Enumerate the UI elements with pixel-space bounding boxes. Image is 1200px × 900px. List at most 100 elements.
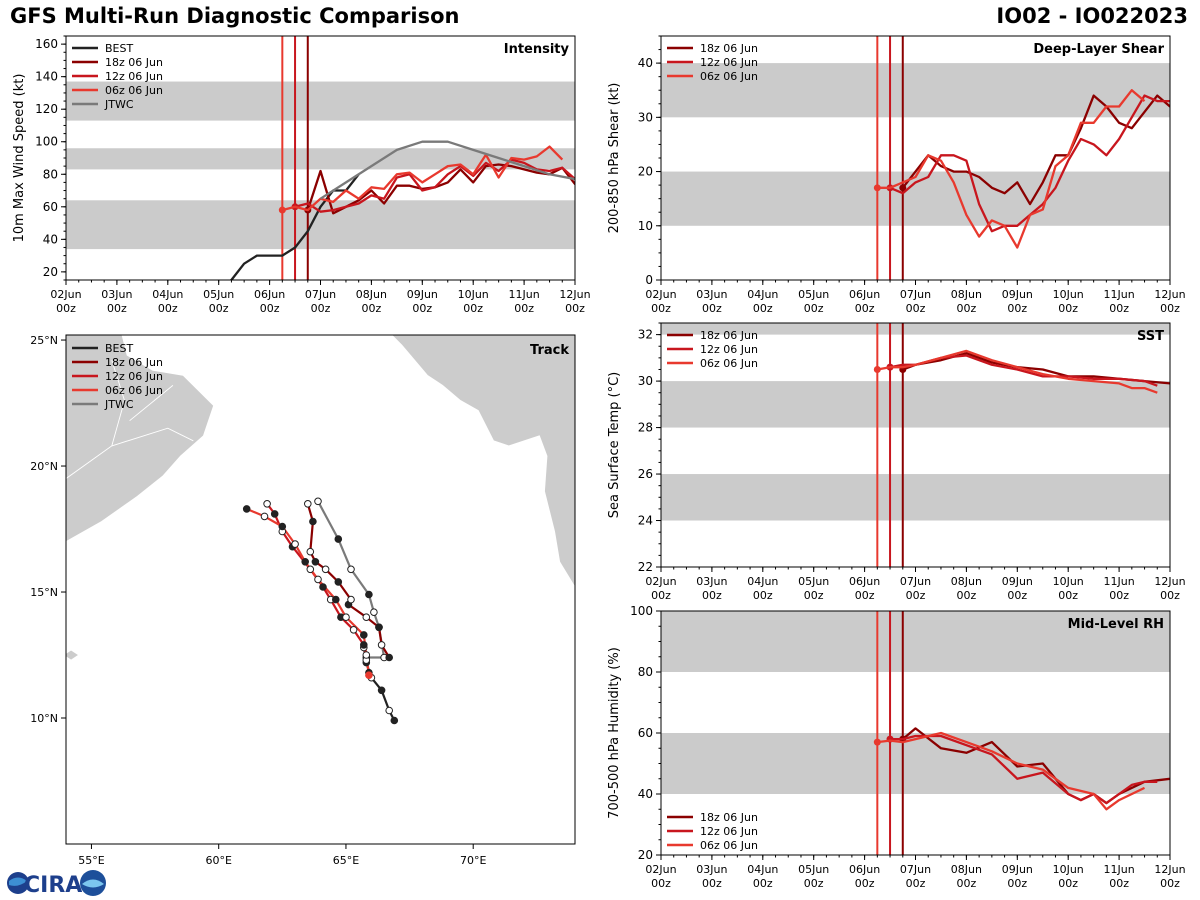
x-tick-label-date: 12Jun — [1154, 288, 1185, 301]
x-tick-label-hour: 00z — [804, 302, 824, 315]
x-tick-label-date: 06Jun — [849, 863, 880, 876]
y-tick-label: 80 — [638, 665, 653, 679]
x-tick-label-date: 09Jun — [1002, 288, 1033, 301]
shear-panel: 01020304002Jun00z03Jun00z04Jun00z05Jun00… — [607, 35, 1186, 315]
track-point-best — [390, 716, 399, 725]
y-tick-label: 100 — [630, 604, 653, 618]
track-point-run12 — [263, 500, 271, 508]
x-tick-label-date: 02Jun — [645, 863, 676, 876]
x-tick-label-hour: 00z — [651, 589, 671, 602]
y-tick-label: 20°N — [30, 460, 58, 473]
x-tick-label: 55°E — [78, 854, 104, 867]
y-tick-label: 160 — [35, 37, 58, 51]
x-tick-label-hour: 00z — [702, 589, 722, 602]
init-point-run06 — [278, 206, 286, 214]
satellite-swirl-icon — [82, 879, 104, 888]
x-tick-label: 65°E — [333, 854, 359, 867]
track-point-run06 — [242, 505, 251, 513]
track-point-jtwc — [314, 497, 322, 506]
x-tick-label-date: 07Jun — [305, 288, 336, 301]
panel-title: Intensity — [504, 42, 570, 57]
x-tick-label-date: 11Jun — [1104, 288, 1135, 301]
legend-label: 18z 06 Jun — [700, 42, 758, 55]
y-tick-label: 15°N — [30, 586, 58, 599]
x-tick-label-date: 10Jun — [1053, 288, 1084, 301]
x-tick-label-hour: 00z — [753, 877, 773, 890]
track-point-run12 — [270, 510, 279, 518]
track-point-run06 — [332, 595, 340, 604]
x-tick-label-hour: 00z — [1109, 877, 1129, 890]
storm-id-title: IO02 - IO022023 — [996, 4, 1188, 28]
x-tick-label-hour: 00z — [1160, 877, 1180, 890]
x-tick-label-hour: 00z — [906, 877, 926, 890]
track-point-jtwc — [347, 565, 355, 574]
x-tick-label-hour: 00z — [855, 877, 875, 890]
track-point-run18 — [306, 547, 315, 556]
x-tick-label-date: 02Jun — [645, 288, 676, 301]
track-point-jtwc — [365, 590, 373, 599]
x-tick-label-date: 09Jun — [1002, 863, 1033, 876]
x-tick-label-date: 07Jun — [900, 288, 931, 301]
shade-band — [661, 733, 1170, 794]
x-tick-label-hour: 00z — [702, 302, 722, 315]
x-tick-label-date: 07Jun — [900, 575, 931, 588]
y-tick-label: 24 — [638, 514, 653, 528]
x-tick-label-hour: 00z — [412, 302, 432, 315]
track-point-run18 — [375, 623, 383, 632]
track-point-run18 — [385, 653, 394, 662]
x-tick-label-date: 05Jun — [798, 288, 829, 301]
x-tick-label-date: 08Jun — [951, 863, 982, 876]
y-tick-label: 100 — [35, 135, 58, 149]
init-point-run06 — [873, 365, 881, 373]
x-tick-label-date: 08Jun — [951, 288, 982, 301]
x-tick-label-hour: 00z — [1160, 302, 1180, 315]
track-point-run18 — [362, 613, 371, 622]
x-tick-label-date: 12Jun — [1154, 575, 1185, 588]
x-tick-label-hour: 00z — [1160, 589, 1180, 602]
y-tick-label: 22 — [638, 560, 653, 574]
x-tick-label-date: 03Jun — [101, 288, 132, 301]
track-point-run18 — [377, 641, 386, 649]
track-point-run18 — [311, 558, 320, 566]
series-line-run18 — [901, 94, 1170, 206]
x-tick-label-hour: 00z — [651, 302, 671, 315]
legend-label: 12z 06 Jun — [105, 370, 163, 383]
track-point-run18 — [304, 500, 312, 508]
x-tick-label-hour: 00z — [565, 302, 585, 315]
legend-label: 06z 06 Jun — [700, 357, 758, 370]
socotra-landmass — [66, 649, 80, 661]
track-line-jtwc — [317, 500, 386, 659]
track-point-run06 — [362, 651, 371, 659]
track-line-run06 — [246, 507, 370, 676]
track-point-run12 — [360, 641, 368, 649]
track-point-run18 — [347, 595, 355, 604]
y-tick-label: 0 — [645, 273, 653, 287]
x-tick-label-hour: 00z — [260, 302, 280, 315]
x-tick-label-hour: 00z — [1058, 589, 1078, 602]
x-tick-label-date: 07Jun — [900, 863, 931, 876]
main-title: GFS Multi-Run Diagnostic Comparison — [10, 4, 460, 28]
y-tick-label: 140 — [35, 70, 58, 84]
x-tick-label-hour: 00z — [209, 302, 229, 315]
series-line-run06 — [877, 731, 1145, 811]
track-point-run06 — [260, 512, 269, 521]
x-tick-label-hour: 00z — [56, 302, 76, 315]
y-tick-label: 10°N — [30, 712, 58, 725]
x-tick-label-hour: 00z — [1109, 302, 1129, 315]
x-tick-label-date: 08Jun — [356, 288, 387, 301]
series-line-run12 — [294, 158, 575, 213]
init-point-run06 — [873, 738, 881, 746]
panel-title: Track — [530, 343, 569, 358]
country-border — [66, 360, 125, 479]
x-tick-label-date: 04Jun — [747, 863, 778, 876]
y-axis-label: 700-500 hPa Humidity (%) — [607, 647, 622, 819]
cira-logo-text: CIRA — [24, 873, 82, 898]
x-tick-label-date: 11Jun — [1104, 575, 1135, 588]
x-tick-label-date: 09Jun — [407, 288, 438, 301]
y-axis-label: 10m Max Wind Speed (kt) — [12, 74, 27, 243]
y-tick-label: 40 — [43, 232, 58, 246]
x-tick-label-date: 11Jun — [509, 288, 540, 301]
land-group — [66, 335, 575, 661]
x-tick-label-date: 03Jun — [696, 863, 727, 876]
y-tick-label: 20 — [43, 265, 58, 279]
